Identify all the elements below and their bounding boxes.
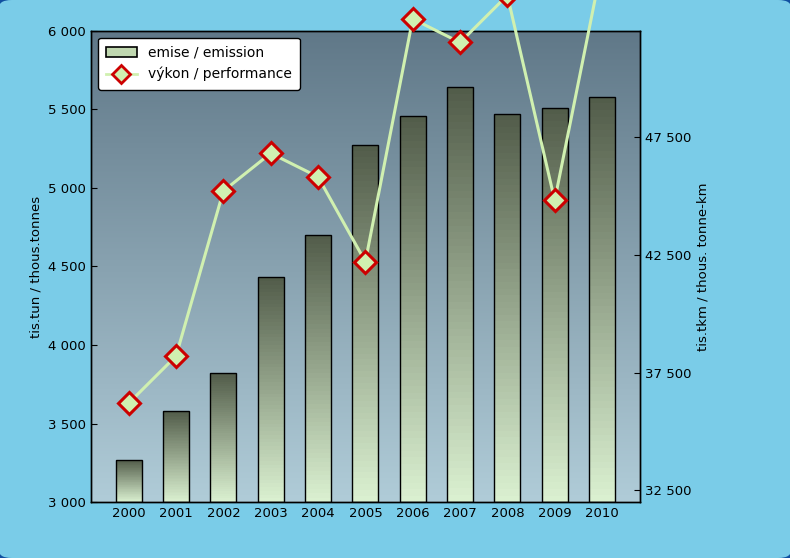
Bar — [542, 496, 568, 502]
Bar — [542, 305, 568, 311]
Bar — [447, 87, 473, 502]
Bar — [495, 463, 521, 470]
Bar — [400, 186, 426, 193]
Bar — [495, 218, 521, 224]
Bar — [542, 292, 568, 299]
Bar — [210, 408, 236, 410]
Bar — [305, 324, 331, 329]
Bar — [352, 252, 378, 258]
Bar — [495, 114, 521, 502]
Bar — [163, 452, 189, 454]
Bar — [210, 395, 236, 397]
Bar — [210, 455, 236, 457]
Bar — [258, 304, 284, 307]
Bar — [115, 493, 141, 494]
Bar — [115, 494, 141, 495]
Bar — [210, 434, 236, 436]
Bar — [305, 391, 331, 395]
Bar — [495, 179, 521, 185]
Bar — [305, 435, 331, 440]
Bar — [400, 174, 426, 180]
Bar — [589, 198, 615, 205]
Bar — [305, 311, 331, 315]
Bar — [258, 472, 284, 476]
Bar — [305, 257, 331, 262]
Bar — [542, 364, 568, 371]
Bar — [352, 419, 378, 425]
Bar — [495, 302, 521, 308]
Bar — [352, 425, 378, 431]
Bar — [210, 403, 236, 406]
Bar — [447, 122, 473, 129]
Bar — [447, 364, 473, 371]
Bar — [400, 399, 426, 406]
Bar — [495, 153, 521, 159]
Bar — [305, 373, 331, 378]
Bar — [163, 496, 189, 498]
Bar — [400, 199, 426, 206]
Bar — [352, 229, 378, 234]
Bar — [210, 397, 236, 399]
Bar — [447, 205, 473, 211]
Bar — [258, 483, 284, 487]
Bar — [447, 136, 473, 143]
Bar — [589, 205, 615, 211]
Bar — [589, 333, 615, 340]
Bar — [589, 178, 615, 185]
Bar — [258, 352, 284, 356]
Bar — [589, 211, 615, 218]
Bar — [589, 225, 615, 232]
Bar — [495, 127, 521, 133]
Bar — [400, 367, 426, 373]
Bar — [163, 441, 189, 443]
Bar — [447, 309, 473, 315]
Bar — [447, 101, 473, 108]
Bar — [210, 393, 236, 395]
Bar — [258, 319, 284, 323]
Bar — [400, 354, 426, 360]
Bar — [210, 444, 236, 446]
Bar — [495, 146, 521, 153]
Bar — [495, 340, 521, 347]
Bar — [210, 457, 236, 459]
Bar — [258, 371, 284, 375]
Bar — [542, 213, 568, 219]
Bar — [210, 380, 236, 382]
Bar — [163, 417, 189, 418]
Bar — [210, 373, 236, 502]
Bar — [258, 292, 284, 296]
Bar — [210, 386, 236, 388]
Bar — [305, 244, 331, 248]
Bar — [589, 131, 615, 137]
Bar — [115, 490, 141, 491]
Bar — [115, 472, 141, 473]
Bar — [589, 137, 615, 144]
Bar — [542, 167, 568, 174]
Bar — [115, 488, 141, 489]
Bar — [447, 87, 473, 94]
Bar — [305, 360, 331, 364]
Bar — [542, 180, 568, 186]
Bar — [495, 114, 521, 121]
Bar — [400, 483, 426, 489]
Bar — [589, 374, 615, 381]
Bar — [495, 250, 521, 256]
Bar — [210, 436, 236, 438]
Bar — [352, 205, 378, 211]
Bar — [495, 398, 521, 405]
Bar — [589, 313, 615, 320]
Bar — [163, 432, 189, 434]
Bar — [495, 198, 521, 205]
Bar — [400, 154, 426, 161]
Bar — [115, 479, 141, 480]
Bar — [542, 331, 568, 338]
Bar — [258, 378, 284, 382]
Bar — [258, 397, 284, 401]
Bar — [258, 364, 284, 367]
Bar — [305, 338, 331, 342]
Bar — [352, 460, 378, 466]
Bar — [305, 284, 331, 288]
Bar — [400, 341, 426, 348]
Bar — [542, 108, 568, 502]
